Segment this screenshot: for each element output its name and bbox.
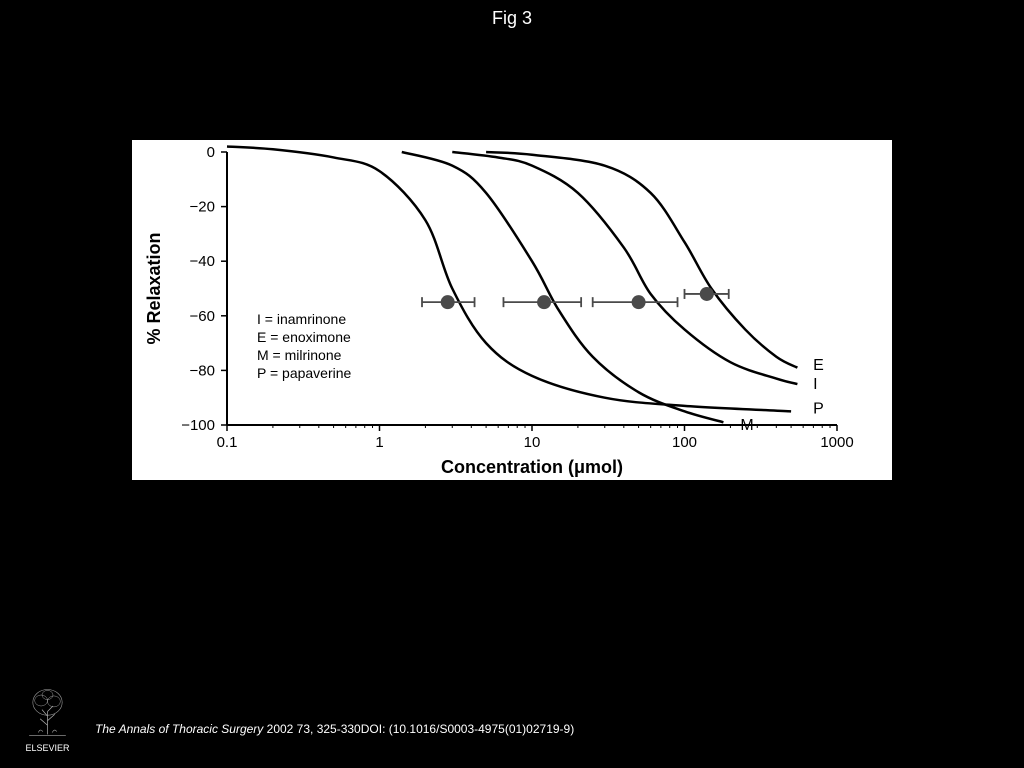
svg-text:−60: −60 xyxy=(190,308,215,325)
dose-response-chart: 0 −20 −40 −60 −80 −1000.1 1 10 100 1000 Concentrat… xyxy=(132,140,892,480)
svg-text:E: E xyxy=(813,357,824,374)
publisher-name: ELSEVIER xyxy=(20,743,75,753)
svg-text:1000: 1000 xyxy=(820,434,853,451)
chart-panel: 0 −20 −40 −60 −80 −1000.1 1 10 100 1000 Concentrat… xyxy=(132,140,892,480)
svg-text:−100: −100 xyxy=(181,417,215,434)
citation-text: The Annals of Thoracic Surgery 2002 73, … xyxy=(95,722,574,736)
svg-text:−40: −40 xyxy=(190,253,215,270)
publisher-logo: ELSEVIER xyxy=(20,684,75,753)
elsevier-tree-icon xyxy=(20,684,75,739)
svg-text:P: P xyxy=(813,401,824,418)
svg-text:E = enoximone: E = enoximone xyxy=(257,329,351,345)
journal-name: The Annals of Thoracic Surgery xyxy=(95,722,263,736)
svg-text:I: I xyxy=(813,376,817,393)
svg-text:M: M xyxy=(740,417,753,434)
svg-text:−20: −20 xyxy=(190,199,215,216)
svg-text:100: 100 xyxy=(672,434,697,451)
svg-text:0: 0 xyxy=(207,144,215,161)
svg-text:I = inamrinone: I = inamrinone xyxy=(257,311,346,327)
svg-text:0.1: 0.1 xyxy=(217,434,238,451)
svg-text:10: 10 xyxy=(524,434,541,451)
figure-title: Fig 3 xyxy=(0,8,1024,29)
svg-text:P = papaverine: P = papaverine xyxy=(257,365,352,381)
svg-text:1: 1 xyxy=(375,434,383,451)
svg-text:Concentration (μmol): Concentration (μmol) xyxy=(441,457,623,477)
citation-details: 2002 73, 325-330DOI: (10.1016/S0003-4975… xyxy=(263,722,574,736)
svg-text:% Relaxation: % Relaxation xyxy=(144,232,164,344)
svg-text:−80: −80 xyxy=(190,362,215,379)
svg-text:M = milrinone: M = milrinone xyxy=(257,347,342,363)
